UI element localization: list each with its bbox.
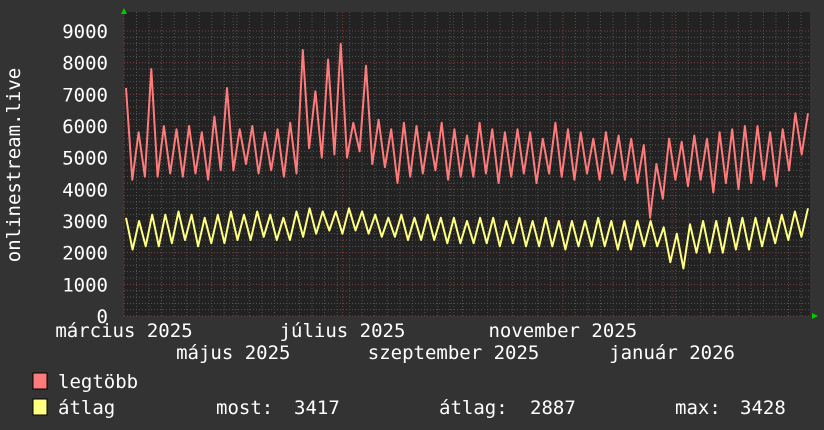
y-tick-label: 9000 xyxy=(62,21,108,43)
stat-now-label: most: xyxy=(216,397,273,419)
legend-label-legtobb: legtöbb xyxy=(58,371,138,393)
x-tick-label: szeptember 2025 xyxy=(368,342,540,364)
y-tick-label: 0 xyxy=(97,306,108,328)
y-tick-label: 7000 xyxy=(62,84,108,106)
y-tick-label: 5000 xyxy=(62,148,108,170)
y-tick-label: 3000 xyxy=(62,211,108,233)
legend: legtöbb átlag most: 3417 átlag: 2887 max… xyxy=(32,371,786,419)
stat-avg-value: 2887 xyxy=(530,397,576,419)
series-lines xyxy=(125,42,809,270)
series-line-1 xyxy=(125,207,809,270)
x-tick-label: január 2026 xyxy=(609,342,735,364)
legend-label-atlag: átlag xyxy=(58,397,115,419)
x-tick-label: november 2025 xyxy=(488,320,637,342)
stat-max-label: max: xyxy=(675,397,721,419)
y-tick-label: 4000 xyxy=(62,179,108,201)
stat-max-value: 3428 xyxy=(740,397,786,419)
x-axis-arrow-icon xyxy=(812,313,818,319)
x-tick-label: május 2025 xyxy=(176,342,290,364)
stat-now-value: 3417 xyxy=(294,397,340,419)
legend-swatch-legtobb xyxy=(32,372,48,390)
legend-swatch-atlag xyxy=(32,398,48,416)
y-axis: 0 1000 2000 3000 4000 5000 6000 7000 8000 9000 xyxy=(62,21,108,328)
y-axis-label: onlinestream.live xyxy=(3,68,25,262)
x-tick-label: július 2025 xyxy=(280,320,406,342)
x-tick-label: március 2025 xyxy=(55,320,192,342)
stat-avg-label: átlag: xyxy=(439,397,508,419)
series-line-0 xyxy=(125,42,809,219)
y-tick-label: 8000 xyxy=(62,53,108,75)
y-axis-arrow-icon xyxy=(121,8,127,14)
y-tick-label: 1000 xyxy=(62,274,108,296)
y-tick-label: 2000 xyxy=(62,243,108,265)
y-tick-label: 6000 xyxy=(62,116,108,138)
